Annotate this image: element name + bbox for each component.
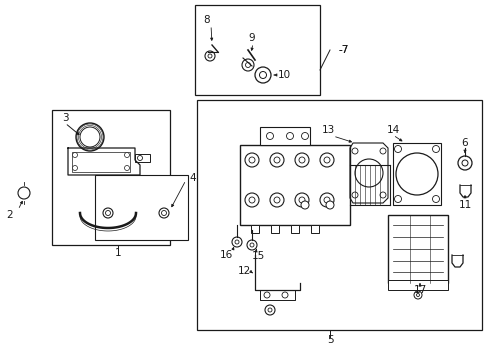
Circle shape xyxy=(269,193,284,207)
Circle shape xyxy=(319,153,333,167)
Circle shape xyxy=(76,123,104,151)
Circle shape xyxy=(394,145,401,153)
Circle shape xyxy=(324,197,329,203)
Text: 9: 9 xyxy=(248,33,255,43)
Text: 13: 13 xyxy=(321,125,334,135)
Circle shape xyxy=(18,187,30,199)
Text: 11: 11 xyxy=(457,200,470,210)
Circle shape xyxy=(254,67,270,83)
Circle shape xyxy=(137,156,142,161)
Text: 8: 8 xyxy=(203,15,210,25)
Circle shape xyxy=(413,291,421,299)
Bar xyxy=(95,175,187,240)
Circle shape xyxy=(273,197,280,203)
Circle shape xyxy=(325,201,333,209)
Circle shape xyxy=(286,132,293,140)
Circle shape xyxy=(245,63,250,68)
Text: 12: 12 xyxy=(237,266,250,276)
Circle shape xyxy=(231,237,242,247)
Circle shape xyxy=(159,208,169,218)
Circle shape xyxy=(379,192,385,198)
Circle shape xyxy=(416,293,419,297)
Circle shape xyxy=(298,197,305,203)
Circle shape xyxy=(259,72,266,78)
Circle shape xyxy=(161,211,166,216)
Bar xyxy=(270,225,279,233)
Bar xyxy=(387,280,447,290)
Circle shape xyxy=(242,59,253,71)
Circle shape xyxy=(246,240,257,250)
Circle shape xyxy=(351,192,357,198)
Circle shape xyxy=(264,305,274,315)
Circle shape xyxy=(248,157,254,163)
Text: -7: -7 xyxy=(338,45,348,55)
Circle shape xyxy=(264,292,269,298)
Circle shape xyxy=(204,51,215,61)
Text: 10: 10 xyxy=(278,70,290,80)
Circle shape xyxy=(319,193,333,207)
Bar xyxy=(135,154,150,162)
Circle shape xyxy=(248,197,254,203)
Text: 15: 15 xyxy=(251,251,264,261)
Text: 3: 3 xyxy=(61,113,68,123)
Text: 17: 17 xyxy=(412,285,426,295)
Circle shape xyxy=(294,153,308,167)
Circle shape xyxy=(379,148,385,154)
Circle shape xyxy=(395,153,437,195)
Circle shape xyxy=(394,195,401,202)
Bar xyxy=(392,143,440,205)
Bar xyxy=(195,5,319,95)
Circle shape xyxy=(461,160,467,166)
Circle shape xyxy=(72,153,77,158)
Circle shape xyxy=(301,132,308,140)
Circle shape xyxy=(282,292,287,298)
Circle shape xyxy=(294,193,308,207)
Circle shape xyxy=(457,156,471,170)
Bar xyxy=(310,225,318,233)
Text: -7: -7 xyxy=(338,45,348,55)
Bar xyxy=(387,215,447,283)
Bar xyxy=(260,127,309,145)
Circle shape xyxy=(273,157,280,163)
Circle shape xyxy=(235,240,239,244)
Text: 4: 4 xyxy=(189,173,196,183)
Circle shape xyxy=(324,157,329,163)
Circle shape xyxy=(105,211,110,216)
Text: 5: 5 xyxy=(326,335,333,345)
Circle shape xyxy=(267,308,271,312)
Bar xyxy=(52,110,170,245)
Circle shape xyxy=(124,153,129,158)
Circle shape xyxy=(298,157,305,163)
Circle shape xyxy=(266,132,273,140)
Circle shape xyxy=(351,148,357,154)
Bar xyxy=(240,145,349,225)
Circle shape xyxy=(431,145,439,153)
Circle shape xyxy=(124,166,129,171)
Circle shape xyxy=(249,243,253,247)
Circle shape xyxy=(301,201,308,209)
Bar xyxy=(197,100,481,330)
Text: 16: 16 xyxy=(219,250,232,260)
Bar xyxy=(72,152,130,172)
Text: 2: 2 xyxy=(7,210,13,220)
Circle shape xyxy=(103,208,113,218)
Circle shape xyxy=(244,153,259,167)
Text: 14: 14 xyxy=(386,125,399,135)
Circle shape xyxy=(80,127,100,147)
Circle shape xyxy=(244,193,259,207)
Circle shape xyxy=(269,153,284,167)
Bar xyxy=(290,225,298,233)
Circle shape xyxy=(354,159,382,187)
Circle shape xyxy=(207,54,212,58)
Text: 6: 6 xyxy=(461,138,468,148)
Circle shape xyxy=(72,166,77,171)
Bar xyxy=(250,225,259,233)
Text: 1: 1 xyxy=(115,248,121,258)
Circle shape xyxy=(431,195,439,202)
